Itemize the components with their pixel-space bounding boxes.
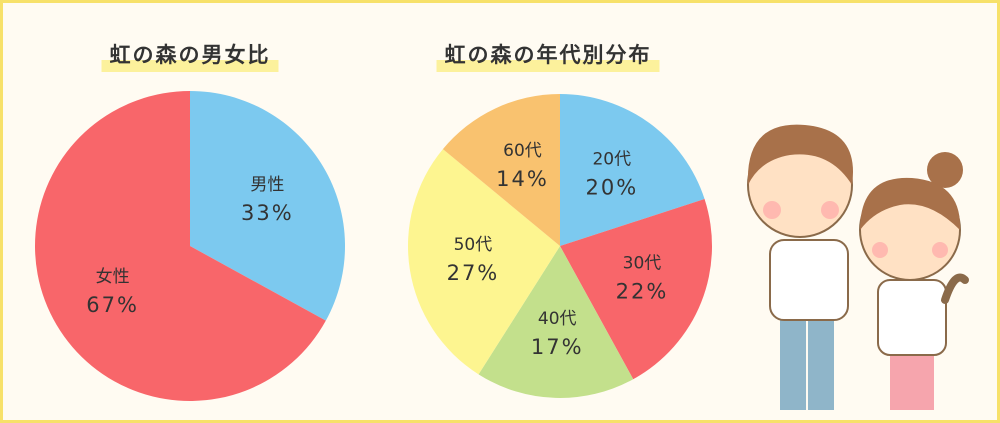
title-highlight (101, 60, 279, 72)
title-highlight (436, 60, 660, 72)
pie-slice (560, 94, 705, 246)
slice-value: 33% (241, 201, 294, 225)
man-body (769, 239, 849, 321)
pie-slice (478, 246, 634, 398)
slice-category: 女性 (96, 267, 130, 287)
slice-value: 67% (86, 293, 139, 317)
slice-category: 40代 (538, 309, 577, 329)
cheek (932, 242, 948, 258)
cheek (821, 201, 839, 219)
woman-leg (912, 345, 934, 410)
pie-slice (442, 94, 560, 246)
slice-value: 20% (585, 176, 638, 200)
illustration (747, 124, 969, 410)
pie-slice (35, 91, 326, 401)
slice-value: 27% (447, 261, 500, 285)
chart-title: 虹の森の男女比 (110, 43, 271, 67)
woman-leg (890, 345, 912, 410)
slice-value: 14% (496, 167, 549, 191)
woman-body (877, 279, 947, 356)
cheek (763, 201, 781, 219)
chart-title: 虹の森の年代別分布 (445, 43, 652, 67)
pie-slice (190, 91, 345, 321)
slice-category: 60代 (503, 141, 542, 161)
pie-slice (408, 149, 560, 375)
cheek (872, 242, 888, 258)
slice-category: 30代 (623, 253, 662, 273)
man-leg (808, 310, 834, 410)
man-hair (747, 124, 854, 185)
slice-category: 20代 (592, 150, 631, 170)
woman-hand (941, 273, 969, 304)
pie-slice (560, 199, 712, 380)
woman-hair (860, 177, 961, 230)
slice-value: 17% (531, 335, 584, 359)
slice-category: 男性 (250, 175, 284, 195)
slice-category: 50代 (454, 235, 493, 255)
slice-value: 22% (616, 279, 669, 303)
woman-bun (927, 152, 963, 188)
man-leg (780, 310, 806, 410)
